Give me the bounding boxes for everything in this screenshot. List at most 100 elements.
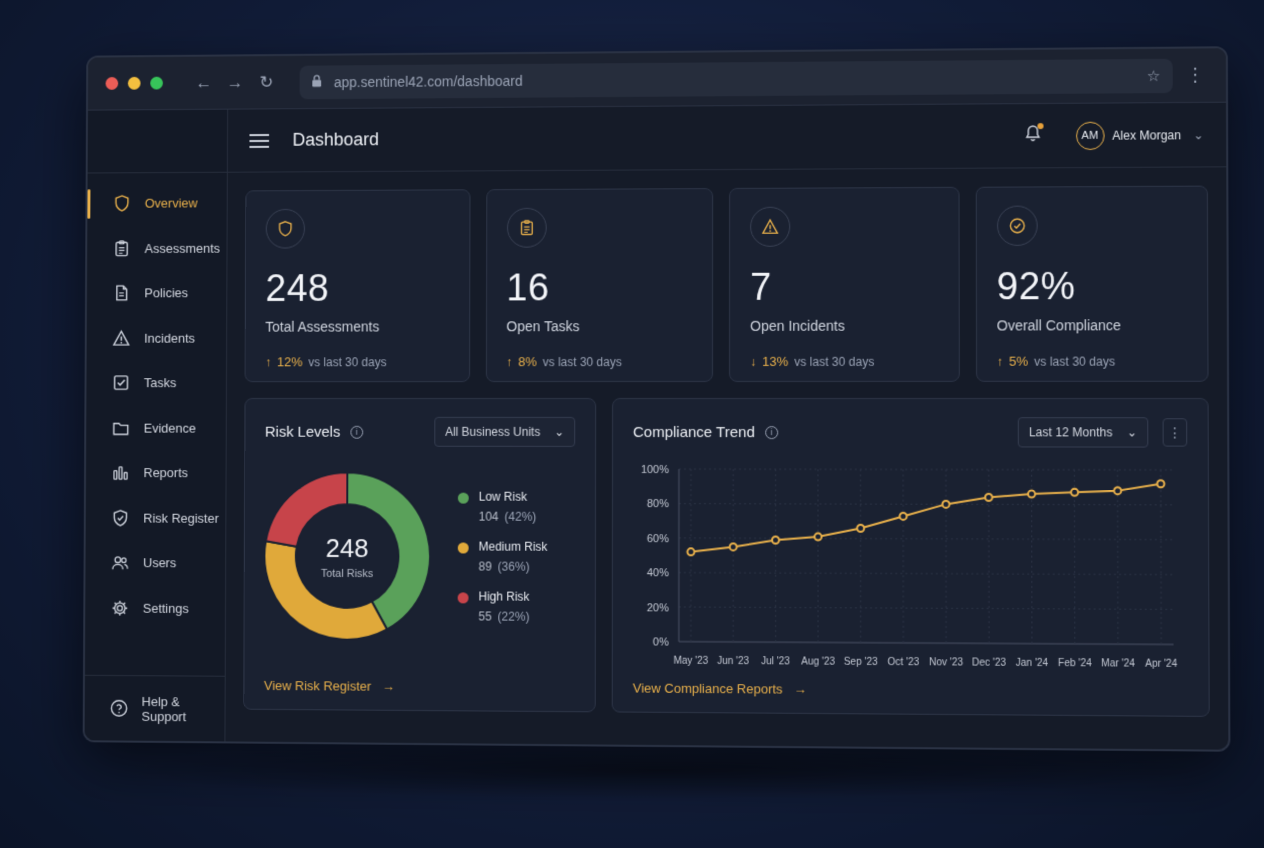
sidebar-item-incidents[interactable]: Incidents	[87, 315, 227, 360]
compliance-data-point[interactable]	[985, 494, 992, 501]
legend-percent: 36%	[502, 560, 526, 574]
kpi-delta: ↑ 5% vs last 30 days	[997, 353, 1187, 368]
kpi-compare-text: vs last 30 days	[794, 354, 874, 368]
kpi-label: Overall Compliance	[997, 317, 1187, 333]
close-window-button[interactable]	[106, 77, 119, 90]
folder-icon	[112, 418, 131, 437]
browser-menu-icon[interactable]: ⋮	[1183, 65, 1208, 86]
notification-bell-icon[interactable]	[1024, 124, 1041, 147]
kpi-delta-percent: 8%	[518, 354, 537, 369]
arrow-up-icon: ↑	[265, 355, 271, 369]
time-range-select[interactable]: Last 12 Months ⌄	[1018, 417, 1149, 447]
donut-total-label: Total Risks	[321, 567, 373, 579]
view-risk-register-label: View Risk Register	[264, 678, 371, 694]
legend-label: Medium Risk	[479, 540, 548, 554]
risk-card-title: Risk Levels	[265, 423, 340, 440]
chevron-down-icon: ⌄	[1127, 425, 1137, 439]
info-icon[interactable]: i	[350, 425, 363, 438]
hamburger-menu-icon[interactable]	[249, 130, 269, 152]
more-options-icon[interactable]: ⋮	[1163, 418, 1188, 446]
sidebar-item-users[interactable]: Users	[85, 540, 225, 586]
compliance-data-point[interactable]	[772, 537, 779, 544]
x-tick-label: Aug '23	[801, 656, 835, 667]
dashboard-content: 248 Total Assessments ↑ 12% vs last 30 days 1…	[225, 167, 1228, 735]
sidebar-item-assessments[interactable]: Assessments	[87, 226, 227, 271]
avatar[interactable]: AM	[1076, 121, 1105, 149]
bookmark-star-icon[interactable]: ☆	[1147, 66, 1161, 84]
help-support-link[interactable]: Help & Support	[85, 675, 225, 742]
sidebar-item-evidence[interactable]: Evidence	[86, 405, 226, 450]
business-unit-select-value: All Business Units	[445, 425, 540, 439]
checkbox-icon	[112, 374, 131, 393]
compliance-data-point[interactable]	[857, 525, 864, 532]
address-bar[interactable]: app.sentinel42.com/dashboard ☆	[300, 58, 1173, 99]
business-unit-select[interactable]: All Business Units ⌄	[434, 417, 575, 447]
kpi-card[interactable]: 7 Open Incidents ↓ 13% vs last 30 days	[729, 187, 959, 382]
sidebar-item-label: Incidents	[144, 331, 195, 346]
kpi-card[interactable]: 16 Open Tasks ↑ 8% vs last 30 days	[485, 188, 713, 382]
legend-label: Low Risk	[479, 490, 537, 504]
back-arrow-icon[interactable]: ←	[188, 73, 219, 93]
sidebar-item-reports[interactable]: Reports	[86, 450, 226, 495]
view-risk-register-link[interactable]: View Risk Register →	[264, 678, 395, 694]
sidebar-item-label: Evidence	[144, 420, 196, 435]
x-tick-label: Mar '24	[1101, 658, 1135, 669]
user-name[interactable]: Alex Morgan	[1112, 128, 1181, 143]
kpi-delta-percent: 12%	[277, 354, 303, 369]
risk-legend: Low Risk 104 (42%) Medium Risk 89 (36%) High R…	[458, 490, 548, 624]
kpi-card[interactable]: 92% Overall Compliance ↑ 5% vs last 30 days	[975, 186, 1208, 382]
legend-swatch	[458, 592, 469, 603]
maximize-window-button[interactable]	[150, 77, 163, 90]
legend-percent: 22%	[502, 610, 526, 624]
x-tick-label: Oct '23	[888, 657, 920, 668]
x-tick-label: Apr '24	[1145, 658, 1178, 669]
sidebar-item-label: Policies	[144, 286, 188, 301]
gridline-horizontal	[679, 469, 1173, 470]
y-tick-label: 80%	[647, 498, 669, 510]
kpi-compare-text: vs last 30 days	[308, 355, 386, 369]
compliance-data-point[interactable]	[687, 548, 694, 555]
compliance-data-point[interactable]	[815, 533, 822, 540]
compliance-data-point[interactable]	[942, 501, 949, 508]
compliance-series-line	[691, 483, 1161, 554]
forward-arrow-icon[interactable]: →	[219, 73, 250, 93]
view-compliance-reports-label: View Compliance Reports	[633, 680, 783, 696]
compliance-data-point[interactable]	[730, 543, 737, 550]
shield-check-icon	[111, 508, 130, 527]
kpi-card[interactable]: 248 Total Assessments ↑ 12% vs last 30 days	[245, 189, 470, 382]
warning-icon	[112, 329, 131, 348]
x-tick-label: Nov '23	[929, 657, 964, 668]
view-compliance-reports-link[interactable]: View Compliance Reports →	[633, 680, 807, 696]
sidebar-item-overview[interactable]: Overview	[87, 181, 226, 226]
arrow-up-icon: ↑	[506, 355, 512, 369]
x-tick-label: May '23	[673, 656, 708, 667]
help-support-label: Help & Support	[142, 694, 225, 724]
arrow-right-icon: →	[375, 679, 395, 694]
x-tick-label: Jul '23	[761, 656, 790, 667]
sidebar-item-settings[interactable]: Settings	[85, 585, 225, 631]
help-icon	[110, 699, 128, 718]
chevron-down-icon: ⌄	[554, 425, 564, 439]
kpi-delta-percent: 13%	[762, 354, 788, 369]
sidebar-item-label: Risk Register	[143, 510, 219, 525]
info-icon[interactable]: i	[765, 426, 778, 439]
x-tick-label: Jun '23	[717, 656, 750, 667]
gridline-horizontal	[679, 573, 1173, 575]
sidebar-item-label: Assessments	[145, 241, 220, 256]
sidebar-item-risk-register[interactable]: Risk Register	[86, 495, 226, 540]
chevron-down-icon[interactable]: ⌄	[1193, 128, 1203, 142]
minimize-window-button[interactable]	[128, 77, 141, 90]
sidebar-item-tasks[interactable]: Tasks	[86, 360, 226, 405]
reload-icon[interactable]: ↻	[251, 72, 282, 92]
arrow-down-icon: ↓	[750, 354, 756, 368]
compliance-data-point[interactable]	[1028, 490, 1035, 497]
y-tick-label: 100%	[641, 464, 669, 476]
legend-swatch	[458, 542, 469, 553]
compliance-data-point[interactable]	[1157, 480, 1164, 487]
compliance-data-point[interactable]	[1071, 489, 1078, 496]
legend-item: High Risk 55 (22%)	[458, 589, 548, 623]
compliance-data-point[interactable]	[900, 513, 907, 520]
sidebar-item-policies[interactable]: Policies	[87, 270, 227, 315]
kpi-value: 16	[506, 267, 692, 310]
compliance-data-point[interactable]	[1114, 487, 1121, 494]
